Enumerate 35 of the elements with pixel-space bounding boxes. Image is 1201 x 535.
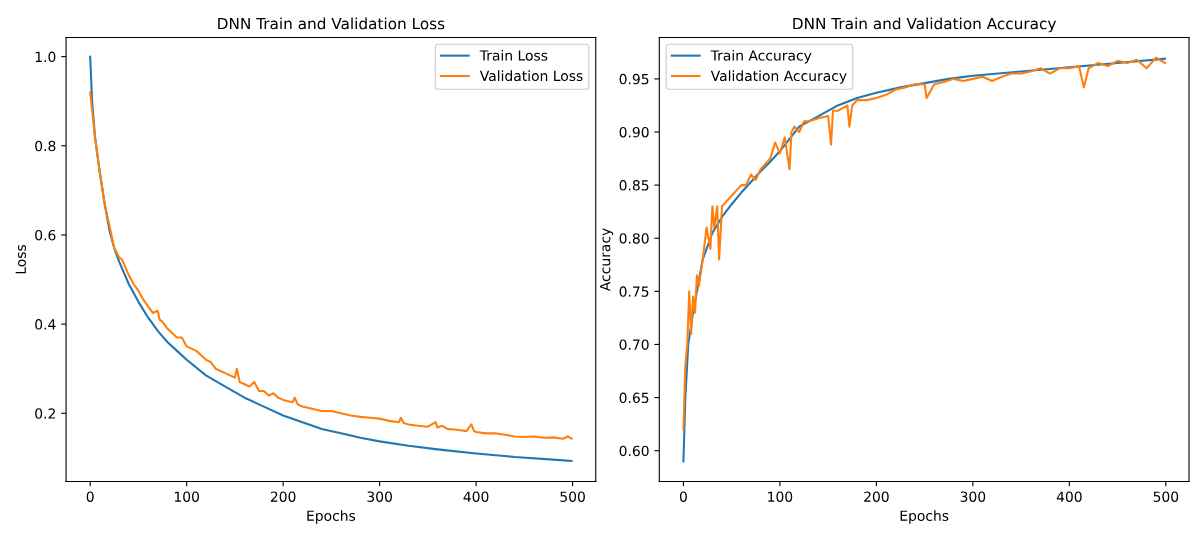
x-tick-label: 400 [463, 491, 489, 502]
y-tick-label: 0.85 [619, 180, 649, 191]
x-axis-title: Epochs [900, 510, 949, 524]
legend-label: Validation Accuracy [710, 70, 847, 84]
y-tick-label: 1.0 [35, 51, 56, 63]
y-axis-title: Loss [15, 244, 26, 274]
x-tick-label: 500 [1153, 491, 1179, 502]
x-tick-label: 100 [768, 491, 793, 502]
legend-label: Train Loss [479, 49, 548, 61]
y-tick-label: 0.75 [619, 286, 649, 297]
chart-title: DNN Train and Validation Accuracy [793, 17, 1057, 33]
y-tick-label: 0.4 [35, 319, 56, 330]
x-tick-label: 200 [864, 491, 889, 502]
y-tick-label: 0.95 [619, 73, 649, 85]
x-tick-label: 200 [270, 491, 296, 502]
x-tick-label: 500 [560, 491, 585, 502]
y-axis-title: Accuracy [600, 228, 614, 292]
chart-title: DNN Train and Validation Loss [218, 17, 445, 30]
x-tick-label: 300 [960, 491, 986, 502]
y-tick-label: 0.8 [35, 140, 56, 152]
y-tick-label: 0.90 [619, 126, 649, 138]
legend-label: Train Accuracy [710, 49, 812, 64]
x-tick-label: 0 [679, 491, 687, 502]
x-tick-label: 0 [86, 491, 94, 502]
x-tick-label: 100 [174, 491, 199, 502]
x-tick-label: 300 [367, 491, 392, 502]
x-tick-label: 400 [1056, 491, 1082, 502]
y-tick-label: 0.70 [619, 339, 649, 350]
y-tick-label: 0.80 [619, 233, 649, 244]
y-tick-label: 0.60 [619, 445, 649, 457]
x-axis-title: Epochs [307, 510, 356, 524]
legend-label: Validation Loss [479, 70, 583, 82]
y-tick-label: 0.6 [35, 229, 56, 241]
y-tick-label: 0.2 [35, 408, 55, 419]
y-tick-label: 0.65 [619, 392, 649, 404]
